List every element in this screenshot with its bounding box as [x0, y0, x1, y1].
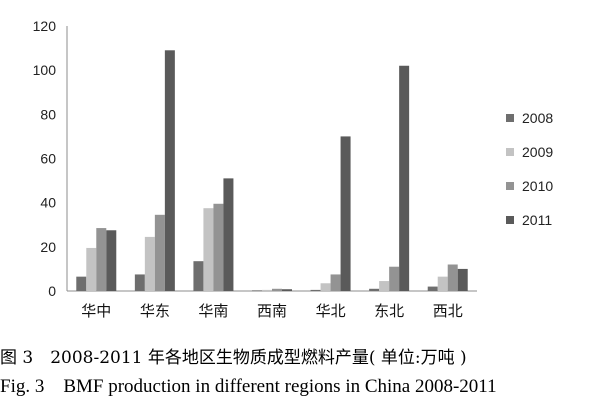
figure-caption-en: Fig. 3 BMF production in different regio… — [0, 376, 497, 397]
y-tick-label: 100 — [33, 62, 57, 78]
bar-2011-6 — [457, 268, 468, 291]
bar-2011-2 — [223, 178, 234, 291]
bar-2008-0 — [76, 276, 87, 291]
bar-2011-5 — [399, 65, 410, 291]
bar-2008-3 — [252, 290, 262, 292]
bar-2010-1 — [154, 214, 165, 291]
bar-2011-1 — [164, 50, 175, 291]
bar-2010-5 — [389, 266, 400, 291]
bar-2011-3 — [282, 289, 292, 291]
category-label: 西南 — [257, 302, 287, 320]
figure-caption-cn: 图 3 2008-2011 年各地区生物质成型燃料产量( 单位:万吨 ) — [0, 348, 467, 368]
category-label: 华北 — [316, 302, 346, 320]
y-tick-label: 20 — [40, 239, 56, 255]
bar-2008-6 — [427, 286, 438, 291]
bar-2009-5 — [379, 281, 390, 291]
bar-2008-1 — [134, 274, 145, 291]
category-labels: 华中 华东 华南 西南 华北 东北 西北 — [81, 302, 462, 320]
category-label: 东北 — [374, 302, 404, 320]
bar-2011-4 — [340, 136, 351, 291]
bar-2009-2 — [203, 208, 214, 291]
bar-2008-4 — [310, 289, 321, 291]
bar-2010-6 — [447, 264, 458, 291]
bar-2009-0 — [86, 247, 97, 291]
category-label: 华中 — [81, 302, 111, 320]
y-tick-label: 40 — [40, 195, 56, 211]
y-tick-label: 80 — [40, 106, 56, 122]
legend-swatch-2010 — [506, 182, 514, 190]
bar-2009-3 — [262, 289, 272, 291]
legend-label-2008: 2008 — [522, 110, 553, 126]
y-tick-label: 60 — [40, 151, 56, 167]
legend-label-2011: 2011 — [522, 212, 552, 228]
category-label: 华东 — [140, 302, 170, 320]
bars — [76, 50, 468, 292]
bar-2010-4 — [330, 274, 341, 291]
bar-2010-3 — [272, 288, 282, 291]
category-label: 西北 — [433, 302, 463, 320]
bar-2011-0 — [106, 230, 117, 291]
y-tick-labels: 0 20 40 60 80 100 120 — [33, 18, 57, 299]
bar-2009-1 — [144, 236, 155, 291]
legend: 2008 2009 2010 2011 — [506, 110, 553, 228]
bar-2010-2 — [213, 203, 224, 291]
category-label: 华南 — [198, 302, 228, 320]
legend-label-2009: 2009 — [522, 144, 553, 160]
legend-swatch-2011 — [506, 216, 514, 224]
legend-swatch-2009 — [506, 148, 514, 156]
bar-2008-2 — [193, 261, 204, 291]
bar-2008-5 — [369, 288, 380, 291]
y-tick-label: 120 — [33, 18, 57, 34]
y-tick-label: 0 — [48, 283, 56, 299]
bar-2009-6 — [437, 276, 448, 291]
legend-label-2010: 2010 — [522, 178, 553, 194]
bar-2010-0 — [96, 228, 107, 291]
bar-2009-4 — [320, 283, 331, 291]
legend-swatch-2008 — [506, 114, 514, 122]
